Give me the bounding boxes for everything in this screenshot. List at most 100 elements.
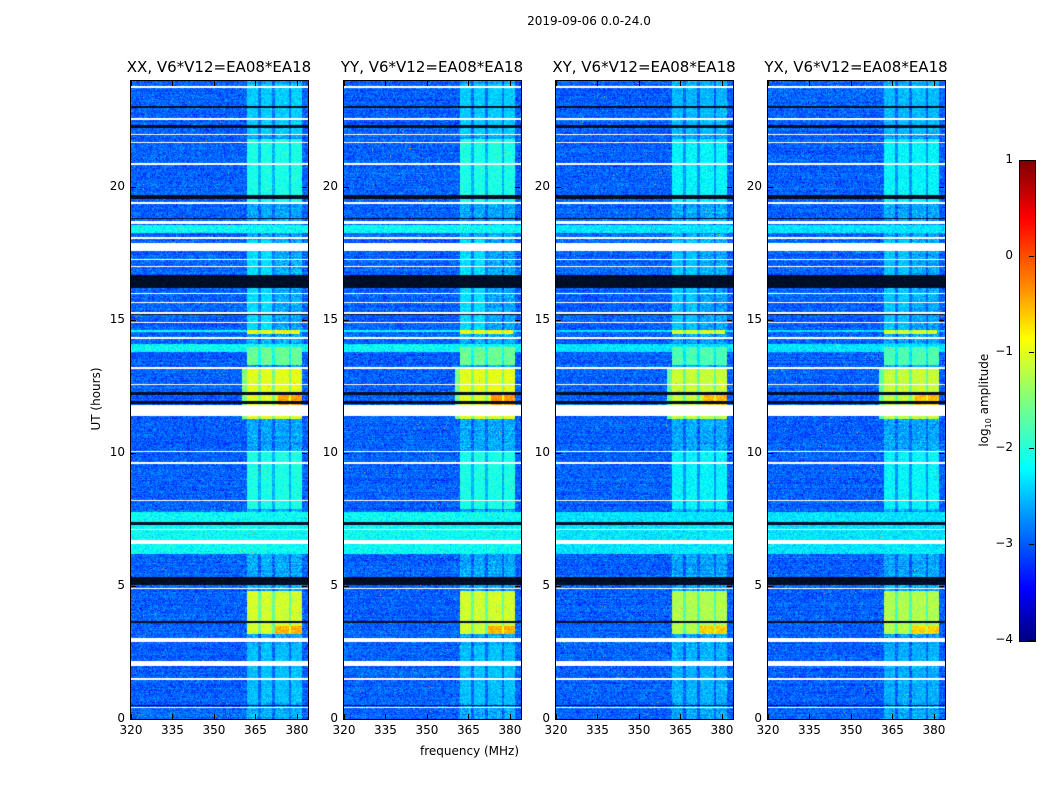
x-tick-mark-top bbox=[721, 81, 723, 86]
y-tick-mark bbox=[131, 586, 136, 588]
y-tick-mark-right bbox=[515, 320, 520, 322]
x-tick-mark-top bbox=[850, 81, 852, 86]
y-tick-label: 10 bbox=[109, 445, 125, 460]
y-tick-mark bbox=[344, 187, 349, 189]
x-tick-mark bbox=[768, 714, 769, 719]
x-axis-label: frequency (MHz) bbox=[420, 744, 520, 758]
x-tick-mark bbox=[638, 714, 640, 719]
x-tick-label: 350 bbox=[415, 723, 439, 737]
colorbar-tick-mark bbox=[1029, 544, 1034, 545]
y-tick-label: 20 bbox=[322, 179, 338, 194]
colorbar-tick-mark bbox=[1029, 160, 1034, 161]
x-tick-mark-top bbox=[296, 81, 298, 86]
x-tick-label: 320 bbox=[119, 723, 143, 737]
colorbar-tick-label: 1 bbox=[1005, 152, 1013, 166]
x-tick-label: 380 bbox=[498, 723, 522, 737]
x-tick-mark-top bbox=[933, 81, 935, 86]
y-tick-mark bbox=[344, 586, 349, 588]
heatmap-panel-xx: 320 335 350 365 380 0 5 10 15 20 bbox=[110, 80, 309, 737]
y-tick-mark bbox=[344, 453, 349, 455]
y-tick-mark-right bbox=[939, 453, 944, 455]
x-tick-label: 350 bbox=[627, 723, 651, 737]
y-tick-mark-right bbox=[939, 719, 944, 720]
x-tick-mark-top bbox=[255, 81, 257, 86]
heatmap-image bbox=[768, 81, 945, 719]
colorbar-tick-mark bbox=[1029, 256, 1034, 257]
x-tick-label: 350 bbox=[202, 723, 226, 737]
x-tick-label: 335 bbox=[161, 723, 184, 737]
x-tick-mark-top bbox=[426, 81, 428, 86]
y-tick-mark-right bbox=[515, 719, 520, 720]
y-tick-mark bbox=[344, 719, 349, 720]
x-tick-mark-top bbox=[768, 81, 769, 86]
y-tick-label: 0 bbox=[542, 711, 550, 725]
colorbar-label-sub: 10 bbox=[984, 418, 994, 429]
colorbar-tick-label: −4 bbox=[995, 632, 1013, 646]
x-tick-mark bbox=[597, 714, 599, 719]
x-tick-label: 350 bbox=[839, 723, 863, 737]
colorbar-label-log: log bbox=[976, 428, 991, 447]
x-tick-mark bbox=[509, 714, 511, 719]
colorbar bbox=[1019, 160, 1036, 642]
y-tick-label: 5 bbox=[117, 578, 125, 593]
x-tick-mark bbox=[131, 714, 132, 719]
x-tick-mark-top bbox=[213, 81, 215, 86]
y-tick-label: 15 bbox=[534, 312, 550, 327]
x-tick-mark bbox=[296, 714, 298, 719]
y-tick-mark bbox=[556, 320, 561, 322]
colorbar-tick-label: −3 bbox=[995, 536, 1013, 550]
x-tick-mark-top bbox=[597, 81, 599, 86]
colorbar-label-amplitude: amplitude bbox=[976, 353, 991, 419]
y-tick-mark bbox=[768, 719, 773, 720]
x-tick-mark-top bbox=[385, 81, 387, 86]
y-tick-mark-right bbox=[515, 187, 520, 189]
y-tick-mark-right bbox=[515, 586, 520, 588]
colorbar-tick-mark bbox=[1029, 640, 1034, 641]
x-tick-mark-top bbox=[892, 81, 894, 86]
x-tick-label: 380 bbox=[922, 723, 946, 737]
y-tick-label: 20 bbox=[109, 179, 125, 194]
x-tick-mark bbox=[213, 714, 215, 719]
x-tick-mark bbox=[892, 714, 894, 719]
y-tick-mark bbox=[556, 719, 561, 720]
colorbar-tick-label: 0 bbox=[1005, 248, 1013, 262]
y-tick-label: 15 bbox=[746, 312, 762, 327]
x-tick-label: 365 bbox=[457, 723, 480, 737]
y-tick-mark-right bbox=[515, 453, 520, 455]
y-tick-label: 5 bbox=[330, 578, 338, 593]
y-tick-mark bbox=[768, 453, 773, 455]
x-tick-mark-top bbox=[809, 81, 811, 86]
x-tick-mark bbox=[385, 714, 387, 719]
x-tick-mark bbox=[344, 714, 345, 719]
panel-title: YX, V6*V12=EA08*EA18 bbox=[764, 58, 948, 76]
y-tick-mark bbox=[768, 586, 773, 588]
x-tick-mark bbox=[721, 714, 723, 719]
y-tick-mark bbox=[556, 453, 561, 455]
y-tick-mark-right bbox=[727, 719, 732, 720]
colorbar-tick-label: −2 bbox=[995, 440, 1013, 454]
y-tick-mark-right bbox=[302, 187, 307, 189]
y-tick-label: 10 bbox=[534, 445, 550, 460]
y-tick-label: 0 bbox=[754, 711, 762, 725]
heatmap-image bbox=[556, 81, 733, 719]
y-tick-mark-right bbox=[727, 453, 732, 455]
x-tick-mark bbox=[809, 714, 811, 719]
x-tick-label: 380 bbox=[285, 723, 309, 737]
y-tick-mark-right bbox=[939, 320, 944, 322]
y-tick-label: 5 bbox=[754, 578, 762, 593]
heatmap-panel-yx: 320 335 350 365 380 0 5 10 15 20 bbox=[747, 80, 946, 737]
x-tick-label: 320 bbox=[332, 723, 356, 737]
x-tick-label: 365 bbox=[669, 723, 692, 737]
x-tick-label: 320 bbox=[756, 723, 780, 737]
x-tick-mark-top bbox=[344, 81, 345, 86]
x-tick-label: 320 bbox=[544, 723, 568, 737]
y-tick-label: 10 bbox=[322, 445, 338, 460]
y-tick-mark bbox=[556, 187, 561, 189]
y-tick-mark bbox=[131, 320, 136, 322]
x-tick-mark-top bbox=[172, 81, 174, 86]
y-tick-mark-right bbox=[302, 320, 307, 322]
x-tick-mark-top bbox=[509, 81, 511, 86]
x-tick-mark-top bbox=[556, 81, 557, 86]
y-tick-mark-right bbox=[302, 586, 307, 588]
x-tick-label: 335 bbox=[798, 723, 821, 737]
